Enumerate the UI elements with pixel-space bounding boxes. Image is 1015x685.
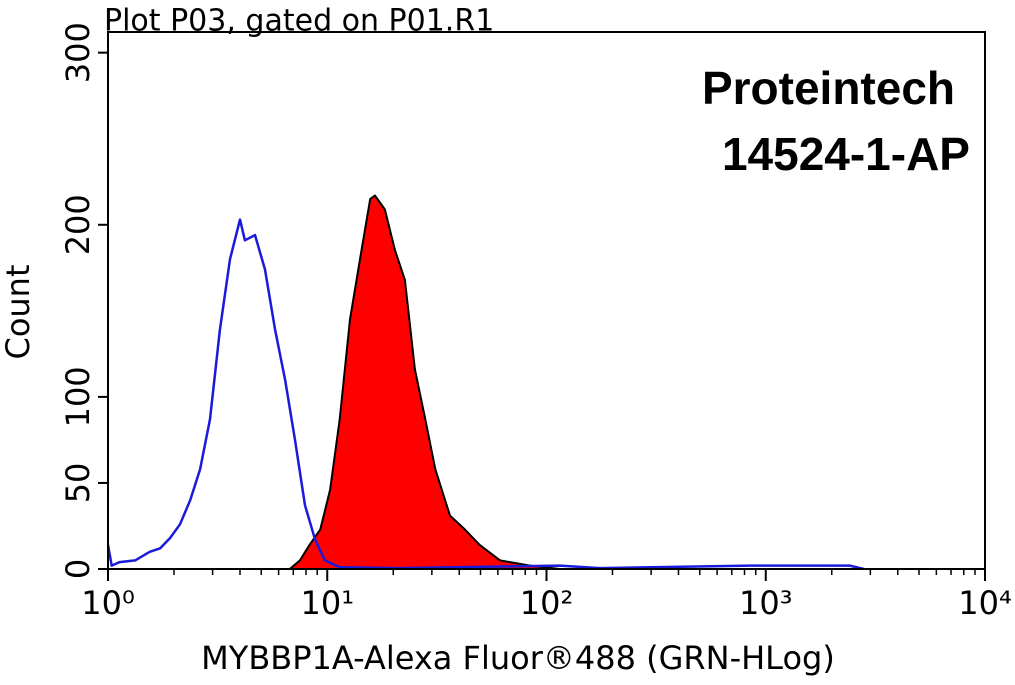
y-tick-label: 0 <box>59 559 97 579</box>
x-tick-label: 10¹ <box>300 584 354 622</box>
x-tick-label: 10² <box>520 584 574 622</box>
x-tick-label: 10³ <box>739 584 793 622</box>
y-tick-label: 100 <box>59 366 97 427</box>
plot-area <box>106 194 865 571</box>
x-tick-label: 10⁴ <box>958 584 1012 622</box>
x-tick-label: 10⁰ <box>81 584 135 622</box>
y-tick-label: 200 <box>59 194 97 255</box>
histogram-area <box>288 194 561 570</box>
annotation: Proteintech <box>702 62 955 114</box>
annotation: 14524-1-AP <box>722 128 970 180</box>
histogram-line <box>106 218 865 571</box>
x-axis-label: MYBBP1A-Alexa Fluor®488 (GRN-HLog) <box>201 639 835 677</box>
y-axis-label: Count <box>0 264 37 359</box>
chart-title: Plot P03, gated on P01.R1 <box>104 4 494 39</box>
y-tick-label: 300 <box>59 22 97 83</box>
y-tick-label: 50 <box>59 463 97 504</box>
